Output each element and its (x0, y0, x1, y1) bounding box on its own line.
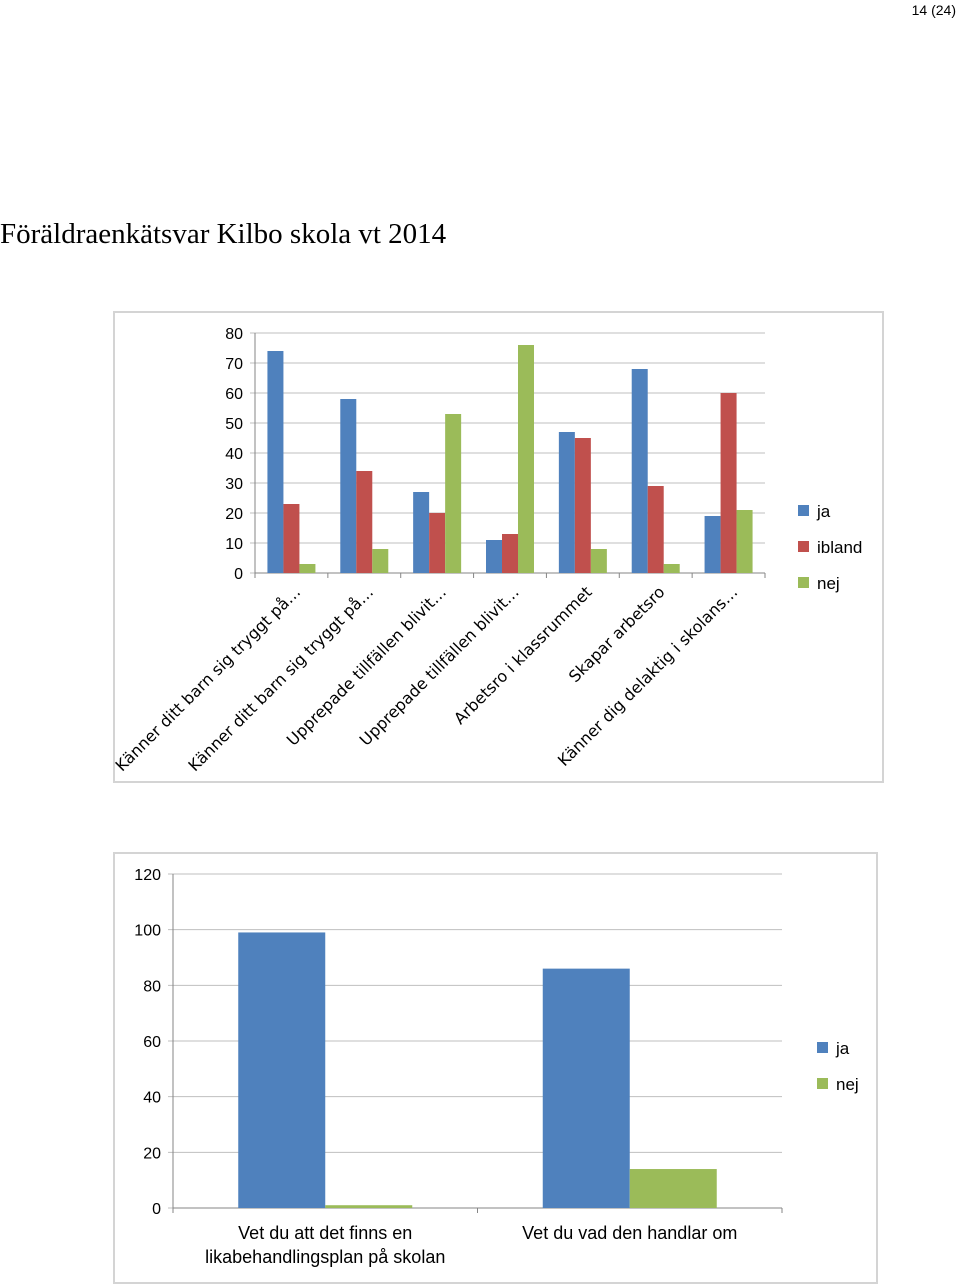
page-number: 14 (24) (911, 2, 956, 18)
chart-1-bar-ibland-4 (502, 534, 518, 573)
chart-1-y-tick-label: 50 (225, 416, 243, 433)
chart-1-bar-ibland-7 (720, 393, 737, 573)
chart-1-bar-ja-3 (413, 492, 430, 573)
chart-1-bar-ja-4 (486, 540, 502, 573)
chart-2-legend-swatch-nej (817, 1078, 828, 1089)
chart-2-bar-ja-2 (542, 968, 630, 1208)
chart-1-frame: 0 10 20 30 40 50 60 70 80 Känner ditt barn sig tr… (112, 311, 884, 783)
chart-2-y-tick-label: 120 (134, 867, 161, 884)
chart-1-bar-ja-6 (631, 369, 648, 573)
chart-1-y-tick-label: 70 (225, 356, 243, 373)
chart-1-y-tick-label: 20 (225, 506, 243, 523)
chart-1-bar-ja-2 (340, 399, 357, 573)
chart-1-bar-ibland-3 (429, 513, 446, 573)
chart-1-bar-nej-7 (736, 510, 753, 573)
chart-1-legend-label-nej: nej (817, 574, 840, 593)
chart-1-bar-ja-7 (704, 516, 721, 573)
chart-1-bar-nej-1 (299, 564, 316, 573)
chart-1-bar-ibland-6 (647, 486, 664, 573)
chart-1-legend-swatch-ibland (798, 541, 809, 552)
chart-1-y-tick-label: 0 (234, 566, 243, 583)
chart-2-category-label-line: Vet du vad den handlar om (522, 1223, 737, 1243)
chart-1-legend-swatch-ja (798, 505, 809, 516)
chart-1-y-tick-label: 80 (225, 326, 243, 343)
chart-2: 0 20 40 60 80 100 120 Vet du att det finns en li… (134, 867, 859, 1267)
chart-2-legend-label-ja: ja (835, 1039, 850, 1058)
chart-1-y-tick-label: 10 (225, 536, 243, 553)
chart-2-bar-nej-1 (325, 1205, 413, 1208)
chart-1-bar-nej-3 (445, 414, 462, 573)
chart-1-bar-ja-1 (267, 351, 284, 573)
chart-1-bar-ja-5 (558, 432, 575, 573)
chart-1-bar-nej-5 (590, 549, 607, 573)
chart-2-y-tick-label: 80 (143, 978, 161, 995)
chart-2-legend-swatch-ja (817, 1042, 828, 1053)
chart-1-legend-swatch-nej (798, 577, 809, 588)
chart-2-bar-nej-2 (629, 1169, 717, 1208)
chart-1-bar-ibland-2 (356, 471, 373, 573)
chart-2-bar-ja-1 (238, 932, 326, 1208)
chart-1-bar-nej-2 (372, 549, 389, 573)
chart-2-legend-label-nej: nej (836, 1075, 859, 1094)
chart-2-category-label-line: likabehandlingsplan på skolan (205, 1247, 445, 1267)
chart-1-bar-nej-6 (663, 564, 680, 573)
chart-2-category-label-line: Vet du att det finns en (238, 1223, 412, 1243)
chart-1-category-label: Arbetsro i klassrummet (450, 582, 596, 728)
chart-1-y-tick-label: 60 (225, 386, 243, 403)
chart-1-y-tick-label: 30 (225, 476, 243, 493)
chart-2-frame: 0 20 40 60 80 100 120 Vet du att det finns en li… (113, 852, 878, 1284)
chart-2-y-tick-label: 100 (134, 923, 161, 940)
chart-1-y-tick-label: 40 (225, 446, 243, 463)
chart-1-legend-label-ibland: ibland (817, 538, 862, 557)
page-title: Föräldraenkätsvar Kilbo skola vt 2014 (0, 218, 447, 250)
chart-1-bar-ibland-1 (283, 504, 300, 573)
chart-2-y-tick-label: 60 (143, 1034, 161, 1051)
chart-1-bar-ibland-5 (574, 438, 591, 573)
chart-2-y-tick-label: 0 (152, 1201, 161, 1218)
chart-1-bar-nej-4 (518, 345, 534, 573)
chart-2-y-tick-label: 40 (143, 1090, 161, 1107)
chart-2-y-tick-label: 20 (143, 1145, 161, 1162)
chart-1-legend-label-ja: ja (816, 502, 831, 521)
